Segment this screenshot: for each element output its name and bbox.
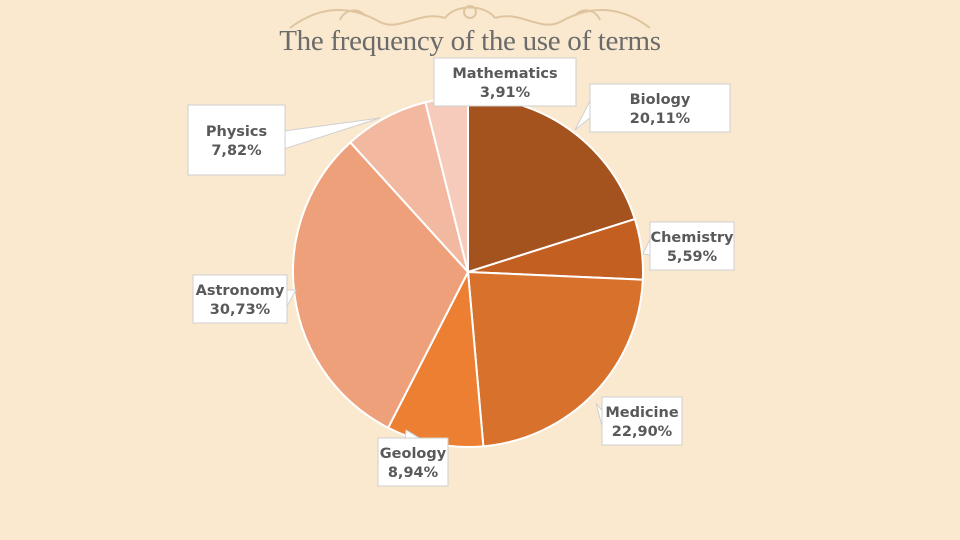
data-callout-mathematics: Mathematics 3,91% (433, 57, 577, 107)
data-callout-chemistry: Chemistry 5,59% (642, 221, 735, 271)
data-callout-physics: Physics 7,82% (187, 104, 381, 176)
slice-value-label: 20,11% (630, 111, 691, 127)
data-callout-astronomy: Astronomy 30,73% (192, 274, 297, 324)
slice-value-label: 5,59% (667, 249, 718, 265)
slice-label: Chemistry (650, 230, 734, 246)
callout-box (649, 221, 735, 271)
callout-box (192, 274, 288, 324)
slice-value-label: 22,90% (612, 424, 673, 440)
callout-box (601, 396, 683, 446)
callout-pointer (574, 98, 592, 131)
data-callout-geology: Geology 8,94% (377, 429, 449, 487)
slice-label: Physics (206, 124, 267, 140)
data-callout-biology: Biology 20,11% (574, 83, 731, 133)
chart-title: The frequency of the use of terms (279, 25, 661, 57)
callout-box (433, 57, 577, 107)
slice-value-label: 3,91% (480, 85, 531, 101)
callout-box (377, 437, 449, 487)
slice-label: Biology (630, 92, 691, 108)
decorative-ornament (289, 5, 651, 29)
slice-value-label: 30,73% (210, 302, 271, 318)
callout-box (589, 83, 731, 133)
data-callout-medicine: Medicine 22,90% (595, 396, 683, 446)
slice-label: Astronomy (196, 283, 285, 299)
slice-label: Mathematics (452, 66, 557, 82)
slice-value-label: 7,82% (211, 143, 262, 159)
pie-slice-medicine (466, 270, 644, 448)
slice-label: Geology (380, 446, 447, 462)
callout-box (187, 104, 286, 176)
slice-value-label: 8,94% (388, 465, 439, 481)
slice-label: Medicine (605, 405, 679, 421)
pie-slice-astronomy (292, 141, 470, 430)
